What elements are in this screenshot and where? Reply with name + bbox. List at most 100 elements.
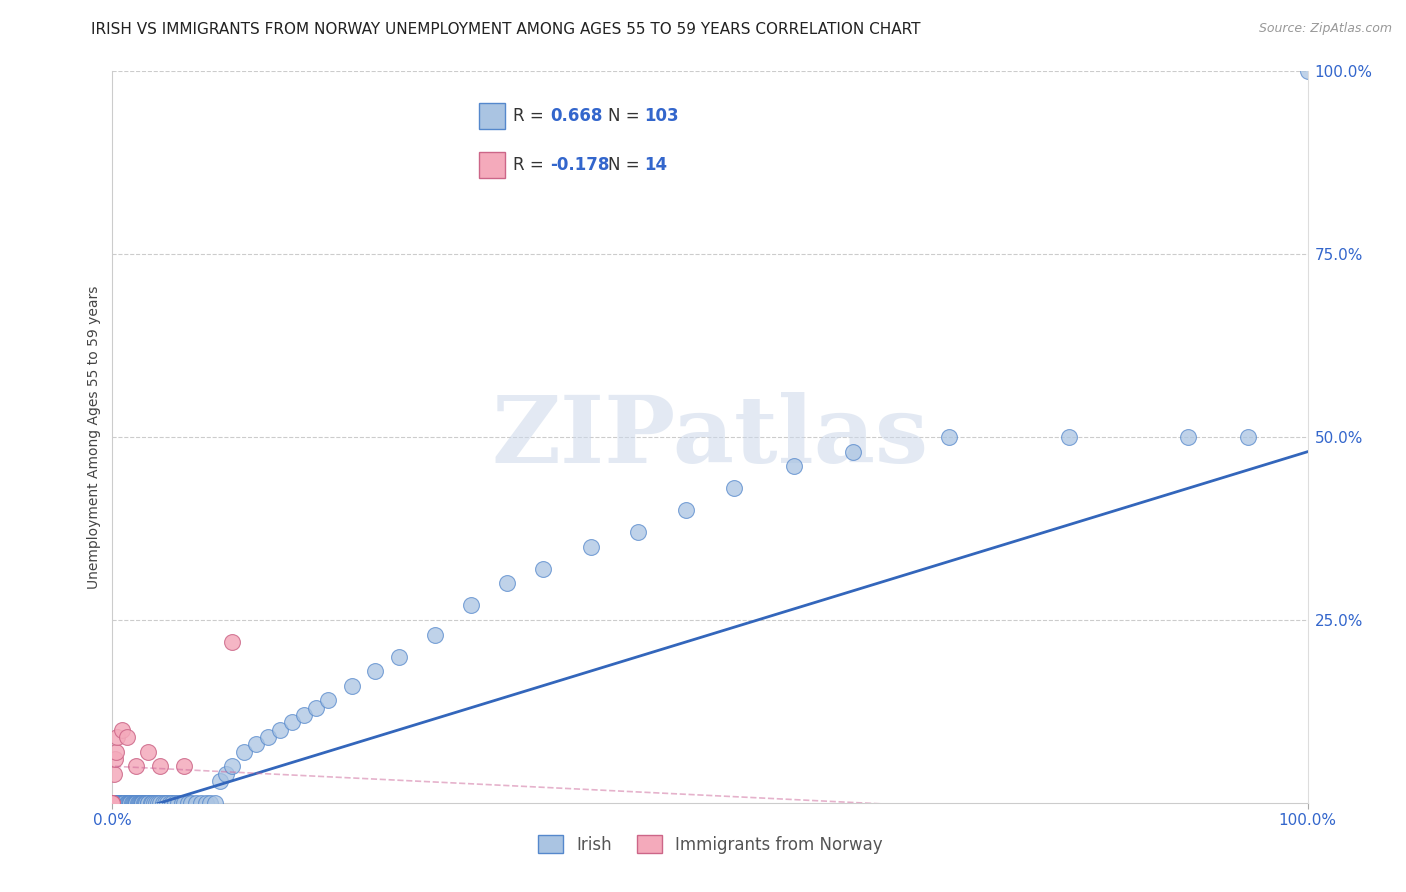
Point xyxy=(139,796,162,810)
Point xyxy=(105,730,128,744)
Point xyxy=(114,796,135,810)
Point xyxy=(1057,430,1080,444)
Point xyxy=(162,796,183,810)
Point xyxy=(425,627,447,641)
Point xyxy=(101,796,124,810)
Point xyxy=(107,796,129,810)
Point xyxy=(675,503,697,517)
Point xyxy=(460,599,482,613)
Point xyxy=(101,796,124,810)
Point xyxy=(108,796,131,810)
Point xyxy=(173,796,195,810)
Point xyxy=(114,796,135,810)
Point xyxy=(245,737,267,751)
Point xyxy=(101,796,124,810)
Point xyxy=(156,796,179,810)
Point xyxy=(128,796,150,810)
Point xyxy=(125,796,148,810)
Point xyxy=(145,796,167,810)
Point xyxy=(215,766,238,780)
Point xyxy=(105,745,128,759)
Point xyxy=(101,796,124,810)
Point xyxy=(104,796,127,810)
Point xyxy=(105,796,128,810)
Point xyxy=(105,796,128,810)
Point xyxy=(115,796,138,810)
Point xyxy=(125,796,148,810)
Point xyxy=(141,796,163,810)
Point xyxy=(204,796,226,810)
Point xyxy=(627,525,650,540)
Point xyxy=(269,723,291,737)
Point xyxy=(127,796,149,810)
Point xyxy=(1237,430,1260,444)
Point xyxy=(105,796,128,810)
Point xyxy=(118,796,141,810)
Point xyxy=(221,759,243,773)
Point xyxy=(121,796,143,810)
Point xyxy=(180,796,202,810)
Point xyxy=(938,430,960,444)
Text: ZIPatlas: ZIPatlas xyxy=(492,392,928,482)
Point xyxy=(120,796,142,810)
Point xyxy=(138,796,160,810)
Point xyxy=(153,796,176,810)
Point xyxy=(305,700,328,714)
Point xyxy=(842,444,865,458)
Point xyxy=(103,766,125,780)
Point xyxy=(101,796,124,810)
Point xyxy=(579,540,602,554)
Point xyxy=(388,649,411,664)
Point xyxy=(1177,430,1199,444)
Point xyxy=(108,796,131,810)
Point xyxy=(122,796,145,810)
Point xyxy=(177,796,200,810)
Point xyxy=(146,796,169,810)
Point xyxy=(138,745,160,759)
Point xyxy=(135,796,157,810)
Point xyxy=(101,796,124,810)
Point xyxy=(129,796,152,810)
Point xyxy=(111,796,134,810)
Y-axis label: Unemployment Among Ages 55 to 59 years: Unemployment Among Ages 55 to 59 years xyxy=(87,285,101,589)
Point xyxy=(101,796,124,810)
Point xyxy=(531,562,554,576)
Point xyxy=(105,796,128,810)
Point xyxy=(364,664,387,678)
Point xyxy=(121,796,143,810)
Point xyxy=(112,796,135,810)
Point xyxy=(170,796,193,810)
Point xyxy=(782,459,804,474)
Point xyxy=(131,796,153,810)
Point xyxy=(149,759,172,773)
Point xyxy=(340,679,363,693)
Point xyxy=(143,796,166,810)
Point xyxy=(209,773,232,788)
Point xyxy=(496,576,519,591)
Point xyxy=(111,723,134,737)
Point xyxy=(292,708,315,723)
Point xyxy=(104,752,127,766)
Point xyxy=(110,796,132,810)
Point xyxy=(167,796,190,810)
Point xyxy=(138,796,160,810)
Legend: Irish, Immigrants from Norway: Irish, Immigrants from Norway xyxy=(531,829,889,860)
Point xyxy=(120,796,142,810)
Point xyxy=(124,796,146,810)
Point xyxy=(163,796,186,810)
Point xyxy=(152,796,174,810)
Point xyxy=(131,796,153,810)
Point xyxy=(101,796,124,810)
Point xyxy=(281,715,304,730)
Point xyxy=(186,796,208,810)
Text: Source: ZipAtlas.com: Source: ZipAtlas.com xyxy=(1258,22,1392,36)
Point xyxy=(1296,64,1319,78)
Point xyxy=(190,796,212,810)
Point xyxy=(115,730,138,744)
Point xyxy=(149,796,172,810)
Point xyxy=(101,796,124,810)
Point xyxy=(114,796,135,810)
Point xyxy=(173,759,195,773)
Point xyxy=(114,796,135,810)
Point xyxy=(134,796,156,810)
